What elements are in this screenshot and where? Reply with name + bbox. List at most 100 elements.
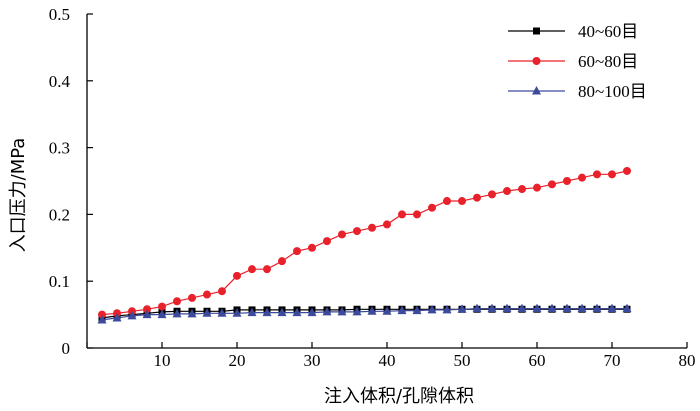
y-tick-label: 0.1 — [49, 272, 70, 291]
data-point — [533, 183, 541, 192]
data-point — [293, 247, 301, 256]
data-point — [502, 303, 512, 313]
series-2 — [98, 166, 631, 319]
data-point — [322, 306, 332, 316]
data-point — [143, 305, 151, 314]
x-axis-label: 注入体积/孔隙体积 — [324, 386, 474, 407]
legend-marker — [532, 86, 541, 95]
data-point — [622, 303, 632, 313]
legend-marker — [533, 27, 540, 35]
data-point — [217, 308, 227, 317]
data-point — [547, 303, 557, 313]
data-point — [578, 173, 586, 182]
data-point — [202, 308, 212, 317]
data-point — [323, 237, 331, 246]
data-point — [593, 170, 601, 179]
y-tick-label: 0.5 — [49, 5, 70, 24]
data-point — [248, 265, 256, 274]
data-point — [427, 304, 437, 314]
data-point — [442, 304, 452, 314]
y-tick-label: 0.3 — [49, 139, 70, 158]
data-point — [292, 307, 302, 317]
x-tick-label: 50 — [454, 351, 471, 370]
data-point — [112, 312, 122, 322]
data-point — [458, 197, 466, 206]
data-point — [172, 308, 182, 318]
data-point — [472, 303, 482, 313]
data-point — [337, 306, 347, 316]
axes: 10 20 30 40 50 60 70 80 0 0.1 0.2 0.3 0.4 0.5 — [49, 5, 696, 370]
data-point — [457, 304, 467, 313]
x-tick-label: 40 — [379, 351, 396, 370]
data-point — [623, 166, 631, 175]
data-point — [263, 265, 271, 274]
data-point — [413, 210, 421, 219]
legend-label: 80~100目 — [578, 82, 647, 101]
data-point — [233, 271, 241, 280]
data-point — [503, 187, 511, 196]
data-point — [563, 177, 571, 185]
data-point — [428, 203, 436, 212]
data-point — [367, 306, 377, 315]
legend: 40~60目 60~80目 80~100目 — [508, 22, 647, 101]
data-point — [158, 302, 166, 311]
data-point — [98, 310, 106, 319]
data-point — [353, 227, 361, 236]
series-line — [101, 170, 628, 316]
legend-marker — [532, 57, 541, 65]
data-point — [412, 305, 422, 315]
legend-entry: 40~60目 — [508, 22, 638, 41]
data-point — [517, 303, 527, 313]
data-point — [127, 310, 137, 320]
data-point — [278, 257, 286, 266]
data-point — [247, 307, 257, 317]
data-point — [607, 303, 617, 313]
data-point — [232, 308, 242, 317]
data-point — [383, 220, 391, 229]
data-point — [157, 309, 167, 319]
data-point — [608, 170, 616, 179]
data-point — [187, 308, 197, 318]
x-tick-label: 30 — [304, 351, 321, 370]
data-point — [382, 306, 392, 315]
data-point — [487, 303, 497, 313]
data-point — [397, 305, 407, 315]
data-point — [488, 190, 496, 199]
data-point — [368, 223, 376, 232]
data-point — [97, 314, 107, 324]
x-tick-label: 80 — [679, 351, 696, 370]
series-3 — [97, 303, 632, 324]
x-tick-label: 10 — [154, 351, 171, 370]
y-tick-label: 0.2 — [49, 205, 70, 224]
series-line — [101, 308, 627, 321]
x-tick-label: 60 — [529, 351, 546, 370]
y-tick-label: 0.4 — [49, 72, 71, 91]
data-point — [308, 243, 316, 252]
data-point — [518, 185, 526, 194]
data-point — [532, 303, 542, 313]
data-point — [173, 297, 181, 306]
legend-entry: 80~100目 — [508, 82, 647, 101]
data-point — [277, 307, 287, 317]
data-point — [562, 303, 572, 313]
legend-entry: 60~80目 — [508, 52, 638, 71]
x-tick-label: 70 — [604, 351, 621, 370]
legend-label: 40~60目 — [578, 22, 638, 41]
legend-label: 60~80目 — [578, 52, 638, 71]
data-point — [592, 303, 602, 313]
data-point — [307, 307, 317, 317]
y-tick-label: 0 — [62, 339, 71, 358]
data-point — [443, 197, 451, 206]
data-point — [577, 303, 587, 313]
data-point — [142, 309, 152, 319]
data-point — [262, 307, 272, 317]
data-point — [188, 293, 196, 302]
data-point — [203, 290, 211, 299]
data-point — [398, 210, 406, 219]
data-point — [473, 193, 481, 202]
data-point — [338, 230, 346, 239]
y-axis-label: 入口压力/MPa — [8, 138, 29, 253]
data-point — [218, 287, 226, 296]
data-point — [548, 180, 556, 189]
plot-area — [97, 166, 632, 324]
